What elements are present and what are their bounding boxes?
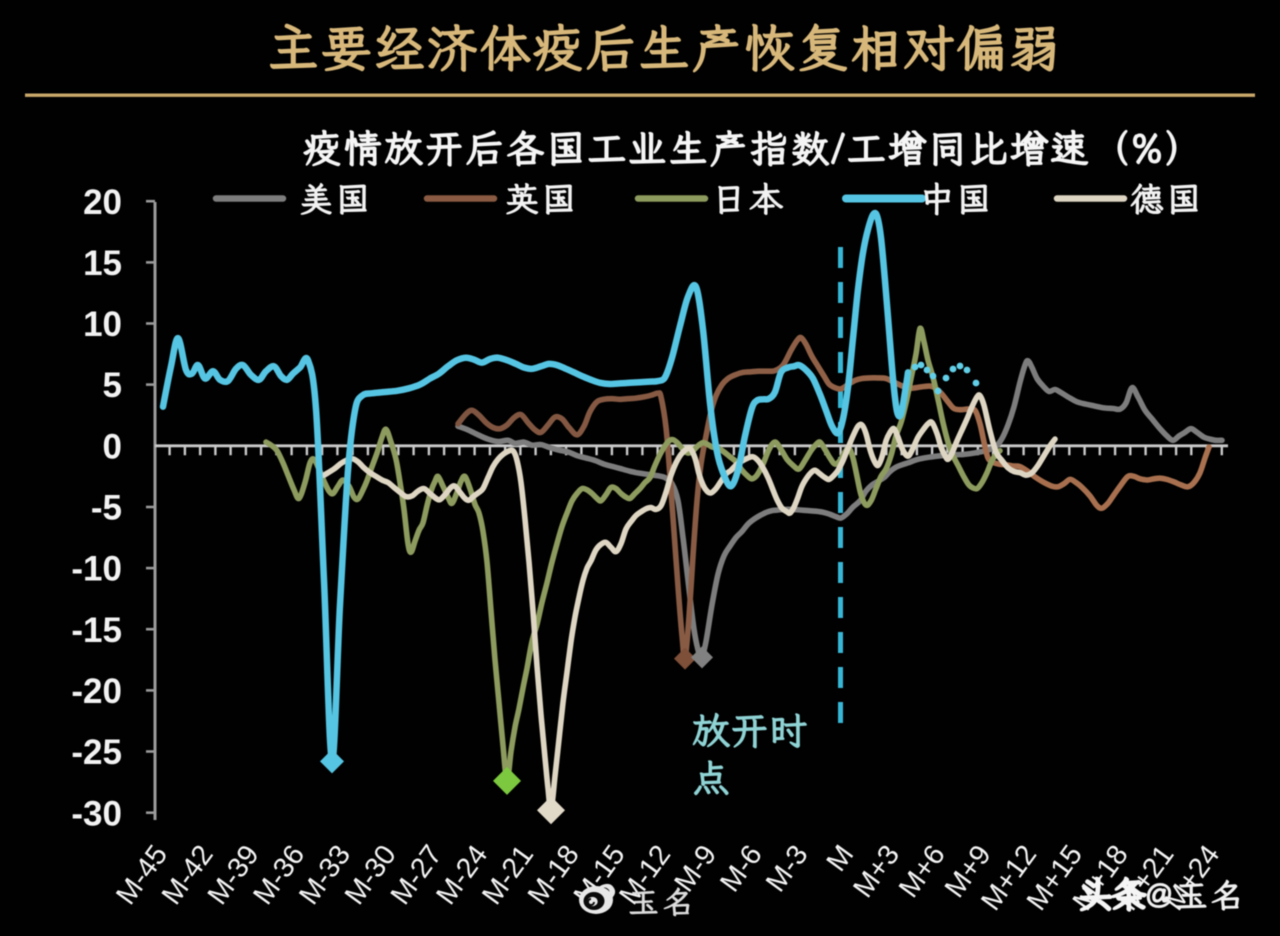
svg-text:15: 15 bbox=[83, 244, 122, 283]
svg-text:5: 5 bbox=[103, 366, 122, 405]
svg-text:20: 20 bbox=[83, 183, 122, 222]
svg-text:-25: -25 bbox=[71, 733, 122, 772]
svg-text:-30: -30 bbox=[71, 794, 122, 833]
svg-text:-10: -10 bbox=[71, 550, 122, 589]
svg-text:-15: -15 bbox=[71, 611, 122, 650]
svg-text:-20: -20 bbox=[71, 672, 122, 711]
svg-text:10: 10 bbox=[83, 305, 122, 344]
svg-text:-5: -5 bbox=[91, 489, 122, 528]
svg-text:0: 0 bbox=[103, 427, 122, 466]
